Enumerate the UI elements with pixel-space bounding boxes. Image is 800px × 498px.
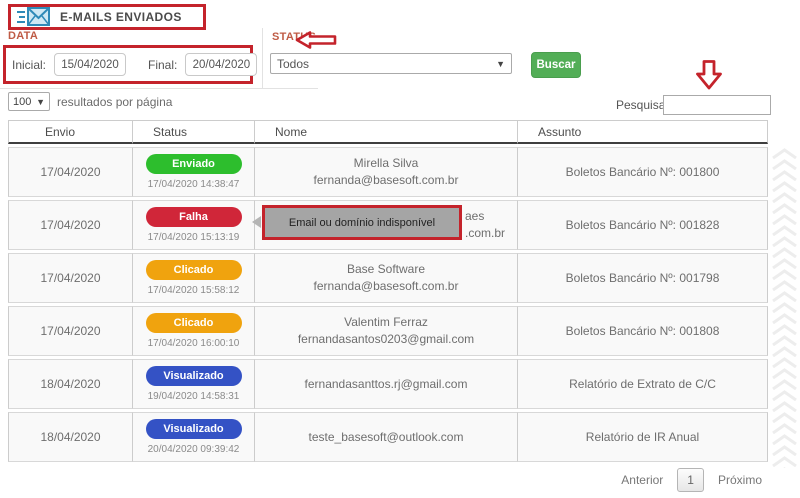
- failure-tooltip: Email ou domínio indisponível: [265, 208, 459, 237]
- status-timestamp: 17/04/2020 16:00:10: [147, 338, 240, 349]
- table-row: 17/04/2020 Clicado 17/04/2020 15:58:12 B…: [8, 253, 768, 303]
- search-input[interactable]: [663, 95, 771, 115]
- assunto-cell: Relatório de IR Anual: [518, 412, 768, 462]
- filter-vertical-divider: [262, 28, 263, 88]
- search-label: Pesquisar: [616, 98, 670, 112]
- envio-cell: 17/04/2020: [8, 306, 133, 356]
- assunto-cell: Relatório de Extrato de C/C: [518, 359, 768, 409]
- column-header-assunto: Assunto: [518, 120, 768, 144]
- status-timestamp: 20/04/2020 09:39:42: [147, 444, 240, 455]
- recipient-name: Valentim Ferraz: [344, 315, 428, 329]
- column-header-status: Status: [133, 120, 255, 144]
- status-timestamp: 17/04/2020 14:38:47: [147, 179, 240, 190]
- envio-cell: 17/04/2020: [8, 147, 133, 197]
- envio-cell: 18/04/2020: [8, 359, 133, 409]
- status-badge: Visualizado: [145, 419, 242, 439]
- recipient-name: Base Software: [346, 262, 426, 276]
- recipient-email-fragment: .com.br: [465, 226, 506, 240]
- recipient-name: Mirella Silva: [353, 156, 419, 170]
- previous-page-button[interactable]: Anterior: [621, 473, 664, 487]
- recipient-name-fragment: aes: [465, 209, 485, 223]
- assunto-cell: Boletos Bancário Nº: 001808: [518, 306, 768, 356]
- envio-cell: 17/04/2020: [8, 253, 133, 303]
- table-row: 17/04/2020 Clicado 17/04/2020 16:00:10 V…: [8, 306, 768, 356]
- nome-cell: teste_basesoft@outlook.com: [255, 412, 518, 462]
- status-select[interactable]: Todos ▼: [270, 53, 512, 74]
- status-timestamp: 17/04/2020 15:58:12: [147, 285, 240, 296]
- assunto-cell: Boletos Bancário Nº: 001798: [518, 253, 768, 303]
- title-annotation-box: E-MAILS ENVIADOS: [8, 4, 206, 30]
- emails-table: Envio Status Nome Assunto 17/04/2020 Env…: [8, 117, 768, 465]
- final-label: Final:: [148, 57, 178, 72]
- status-cell: Visualizado 20/04/2020 09:39:42: [133, 412, 255, 462]
- nome-cell: fernandasanttos.rj@gmail.com: [255, 359, 518, 409]
- status-timestamp: 17/04/2020 15:13:19: [147, 232, 240, 243]
- nome-cell: Mirella Silva fernanda@basesoft.com.br: [255, 147, 518, 197]
- nome-cell: Base Software fernanda@basesoft.com.br: [255, 253, 518, 303]
- page-size-value: 100: [13, 95, 32, 108]
- status-badge: Visualizado: [145, 366, 242, 386]
- status-cell: Enviado 17/04/2020 14:38:47: [133, 147, 255, 197]
- pagination: Anterior 1 Próximo: [621, 468, 762, 492]
- status-select-value: Todos: [277, 56, 310, 71]
- table-row: 18/04/2020 Visualizado 20/04/2020 09:39:…: [8, 412, 768, 462]
- filter-horizontal-divider: [0, 88, 318, 89]
- envio-cell: 18/04/2020: [8, 412, 133, 462]
- buscar-button[interactable]: Buscar: [531, 52, 581, 78]
- dates-annotation-box: Inicial: Final:: [3, 45, 258, 84]
- next-page-button[interactable]: Próximo: [717, 473, 762, 487]
- data-section-label: DATA: [8, 30, 39, 42]
- nome-cell: Valentim Ferraz fernandasantos0203@gmail…: [255, 306, 518, 356]
- envio-cell: 17/04/2020: [8, 200, 133, 250]
- page-number-button[interactable]: 1: [677, 468, 704, 492]
- tooltip-pointer-icon: [252, 216, 261, 228]
- recipient-email: fernandasanttos.rj@gmail.com: [304, 376, 468, 391]
- tooltip-annotation-box: Email ou domínio indisponível: [262, 205, 462, 240]
- watermark-pattern: [771, 148, 798, 468]
- page-size-select[interactable]: 100 ▼: [8, 92, 50, 111]
- chevron-down-icon: ▼: [496, 58, 505, 69]
- status-timestamp: 19/04/2020 14:58:31: [147, 391, 240, 402]
- page-title: E-MAILS ENVIADOS: [60, 10, 182, 24]
- column-header-nome: Nome: [255, 120, 518, 144]
- final-date-input[interactable]: [185, 53, 258, 76]
- status-annotation-arrow-icon: [295, 31, 337, 49]
- status-cell: Visualizado 19/04/2020 14:58:31: [133, 359, 255, 409]
- inicial-date-input[interactable]: [54, 53, 127, 76]
- column-header-envio: Envio: [8, 120, 133, 144]
- assunto-cell: Boletos Bancário Nº: 001828: [518, 200, 768, 250]
- recipient-email: teste_basesoft@outlook.com: [308, 429, 464, 444]
- status-badge: Enviado: [145, 154, 242, 174]
- inicial-label: Inicial:: [12, 57, 47, 72]
- send-email-icon: [17, 7, 50, 26]
- recipient-email: fernanda@basesoft.com.br: [313, 173, 459, 187]
- status-cell: Clicado 17/04/2020 16:00:10: [133, 306, 255, 356]
- recipient-email: fernandasantos0203@gmail.com: [297, 332, 475, 346]
- page-size-suffix: resultados por página: [57, 95, 173, 109]
- recipient-email: fernanda@basesoft.com.br: [313, 279, 459, 293]
- status-badge: Clicado: [145, 260, 242, 280]
- table-row: 17/04/2020 Enviado 17/04/2020 14:38:47 M…: [8, 147, 768, 197]
- table-header-row: Envio Status Nome Assunto: [8, 120, 768, 144]
- status-cell: Falha 17/04/2020 15:13:19: [133, 200, 255, 250]
- status-badge: Falha: [145, 207, 242, 227]
- status-badge: Clicado: [145, 313, 242, 333]
- table-row: 18/04/2020 Visualizado 19/04/2020 14:58:…: [8, 359, 768, 409]
- chevron-down-icon: ▼: [36, 96, 45, 107]
- search-annotation-arrow-icon: [696, 60, 722, 90]
- status-cell: Clicado 17/04/2020 15:58:12: [133, 253, 255, 303]
- assunto-cell: Boletos Bancário Nº: 001800: [518, 147, 768, 197]
